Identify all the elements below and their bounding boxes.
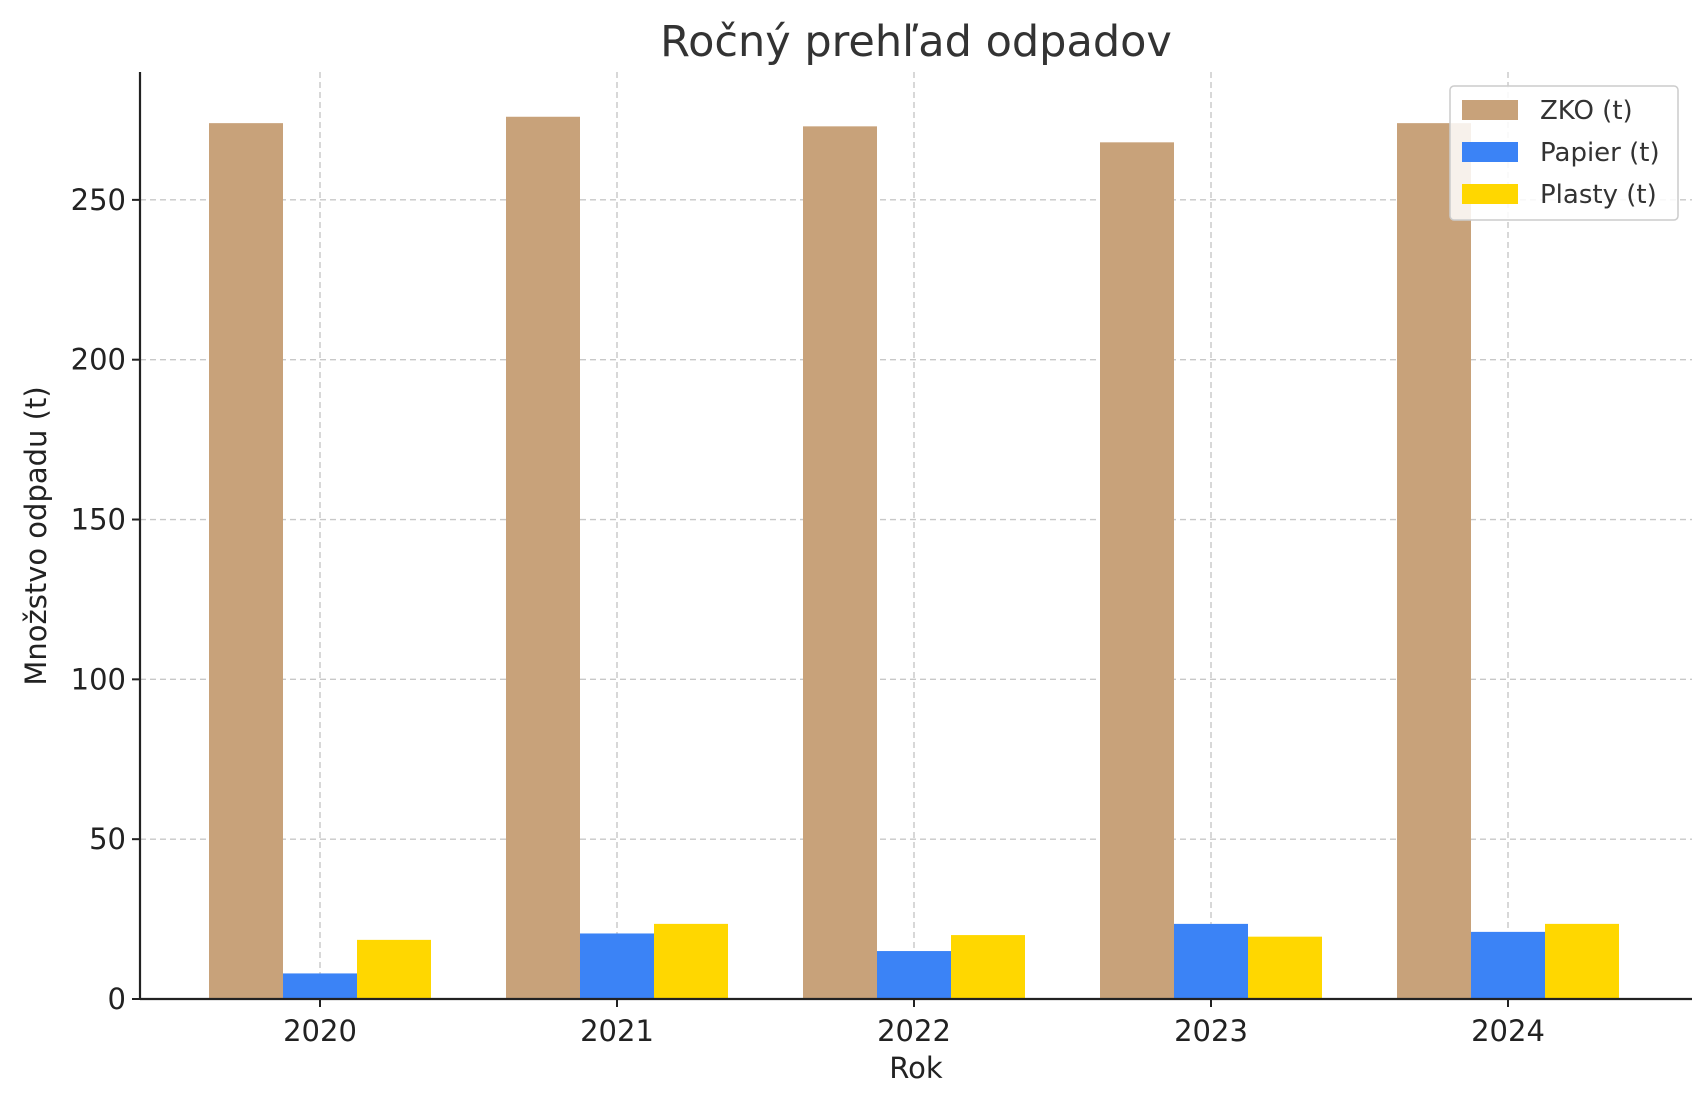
bar-zko-2023: [1100, 142, 1174, 999]
bars-layer: [209, 116, 1619, 1000]
bar-papier-2023: [1174, 923, 1248, 999]
y-tick-label: 0: [108, 982, 126, 1016]
legend: ZKO (t) Papier (t) Plasty (t): [1449, 85, 1679, 221]
legend-label: ZKO (t): [1540, 96, 1633, 126]
bar-plasty-2023: [1248, 936, 1322, 999]
y-tick-label: 150: [71, 503, 126, 537]
legend-swatch-plasty: [1462, 184, 1518, 204]
bar-plasty-2021: [654, 923, 728, 999]
bar-papier-2020: [283, 973, 357, 999]
y-tick-label: 250: [71, 183, 126, 217]
y-tick-label: 50: [89, 822, 126, 856]
bar-plasty-2020: [357, 939, 431, 999]
x-axis-title: Rok: [889, 1051, 943, 1085]
bar-papier-2022: [877, 951, 951, 999]
bar-plasty-2024: [1545, 923, 1619, 999]
bar-zko-2020: [209, 123, 283, 999]
x-tick-label: 2022: [877, 1014, 951, 1048]
bar-zko-2022: [803, 126, 877, 1000]
chart-title: Ročný prehľad odpadov: [660, 17, 1172, 67]
legend-swatch-papier: [1462, 142, 1518, 162]
x-tick-label: 2024: [1471, 1014, 1545, 1048]
bar-papier-2024: [1471, 931, 1545, 999]
legend-label: Plasty (t): [1540, 180, 1657, 210]
ticks-layer: 0 50 100 150 200 250 2020 2021 2022 2023 2024: [71, 183, 1545, 1048]
bar-papier-2021: [580, 933, 654, 999]
bar-plasty-2022: [951, 935, 1025, 999]
x-tick-label: 2020: [283, 1014, 357, 1048]
legend-swatch-zko: [1462, 100, 1518, 120]
bar-zko-2021: [506, 116, 580, 1000]
legend-label: Papier (t): [1540, 138, 1660, 168]
y-axis-title: Množstvo odpadu (t): [19, 386, 53, 685]
axes-layer: [138, 72, 1692, 1001]
x-tick-label: 2021: [580, 1014, 654, 1048]
y-tick-label: 200: [71, 343, 126, 377]
x-tick-label: 2023: [1174, 1014, 1248, 1048]
bar-zko-2024: [1397, 123, 1471, 999]
y-tick-label: 100: [71, 662, 126, 696]
